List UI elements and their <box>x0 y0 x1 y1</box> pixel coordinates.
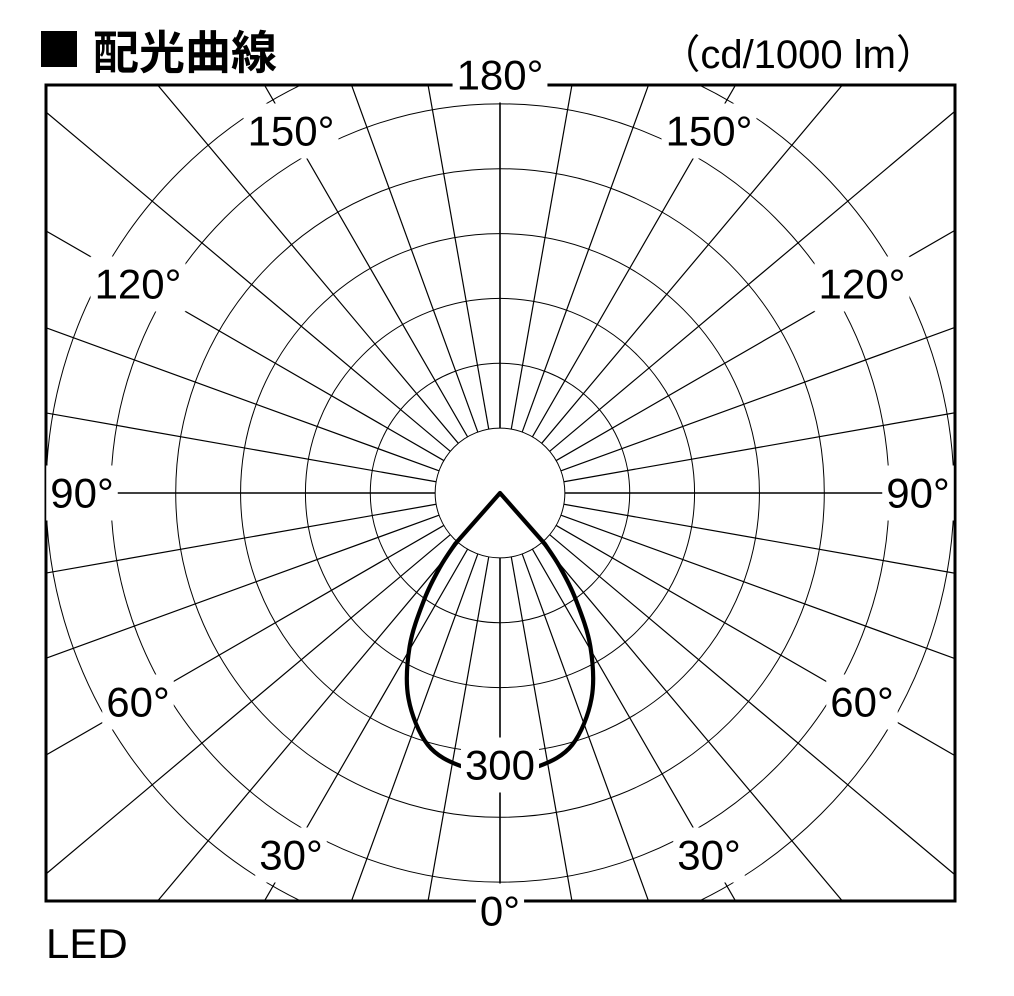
svg-text:30°: 30° <box>677 831 741 878</box>
svg-text:90°: 90° <box>886 470 950 517</box>
svg-text:300: 300 <box>465 742 535 789</box>
svg-text:150°: 150° <box>666 108 753 155</box>
svg-text:150°: 150° <box>248 108 335 155</box>
svg-text:60°: 60° <box>106 679 170 726</box>
svg-text:90°: 90° <box>50 470 114 517</box>
svg-text:180°: 180° <box>457 52 544 99</box>
svg-text:120°: 120° <box>819 261 906 308</box>
svg-text:60°: 60° <box>830 679 894 726</box>
svg-text:30°: 30° <box>259 831 323 878</box>
svg-text:120°: 120° <box>95 261 182 308</box>
svg-text:0°: 0° <box>480 888 520 935</box>
